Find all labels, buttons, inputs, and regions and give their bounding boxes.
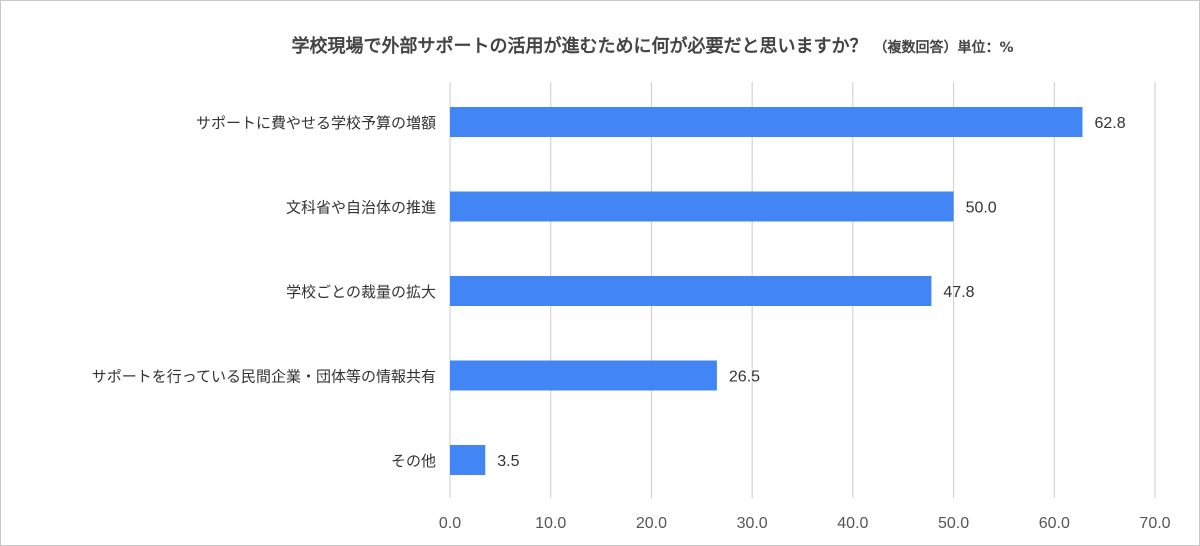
bar (450, 445, 486, 475)
x-tick-label: 0.0 (439, 515, 461, 532)
bar (450, 107, 1083, 137)
chart-title: 学校現場で外部サポートの活用が進むために何が必要だと思いますか？ （複数回答）単位… (291, 35, 1013, 57)
value-label: 26.5 (729, 369, 760, 386)
x-tick-label: 60.0 (1039, 515, 1070, 532)
x-axis-tick-labels: 0.0 10.0 20.0 30.0 40.0 50.0 60.0 70.0 (439, 515, 1171, 532)
category-label: その他 (391, 452, 436, 470)
category-label: 文科省や自治体の推進 (286, 199, 436, 217)
category-label: サポートを行っている民間企業・団体等の情報共有 (92, 368, 436, 386)
category-label: サポートに費やせる学校予算の増額 (196, 114, 436, 132)
value-label: 50.0 (966, 200, 997, 217)
value-label: 47.8 (943, 284, 974, 301)
category-labels: サポートに費やせる学校予算の増額文科省や自治体の推進学校ごとの裁量の拡大サポート… (92, 114, 436, 470)
bar (450, 360, 717, 391)
category-label: 学校ごとの裁量の拡大 (286, 283, 436, 301)
x-tick-label: 50.0 (938, 515, 969, 532)
chart-title-subtitle: （複数回答）単位：% (873, 39, 1013, 56)
bar (450, 276, 932, 306)
chart-title-main: 学校現場で外部サポートの活用が進むために何が必要だと思いますか？ (291, 35, 867, 57)
x-tick-label: 20.0 (636, 515, 667, 532)
x-tick-label: 30.0 (737, 515, 768, 532)
value-label: 62.8 (1094, 115, 1125, 132)
bars (450, 107, 1083, 475)
bar (450, 191, 954, 222)
x-tick-label: 70.0 (1139, 515, 1170, 532)
value-labels: 62.8 50.0 47.8 26.5 3.5 (497, 115, 1125, 470)
value-label: 3.5 (497, 453, 519, 470)
x-tick-label: 40.0 (837, 515, 868, 532)
x-tick-label: 10.0 (535, 515, 566, 532)
